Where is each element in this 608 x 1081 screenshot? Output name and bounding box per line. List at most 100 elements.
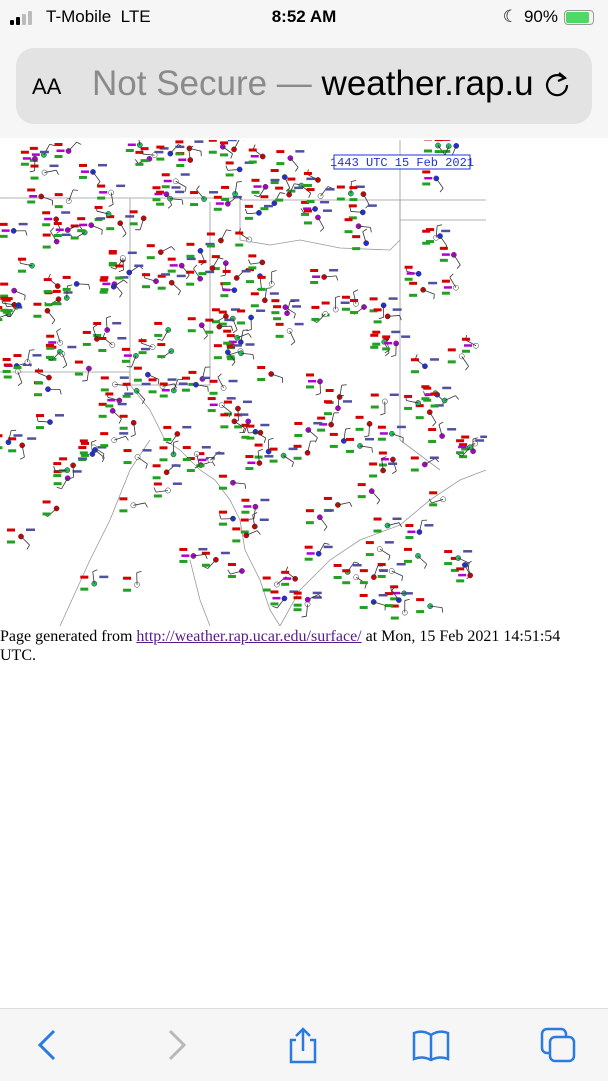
dewpoint-mark [158, 287, 166, 290]
source-link[interactable]: http://weather.rap.ucar.edu/surface/ [136, 628, 361, 645]
temperature-mark [43, 234, 51, 237]
temperature-mark [77, 217, 85, 220]
dewpoint-mark [263, 589, 271, 592]
pressure-mark [19, 223, 28, 226]
temperature-mark [456, 567, 464, 570]
temperature-mark [183, 446, 191, 449]
temperature-mark [123, 577, 131, 580]
dewpoint-mark [142, 285, 150, 288]
temperature-mark [241, 499, 249, 502]
pressure-mark [26, 529, 35, 532]
temperature-mark [100, 276, 108, 279]
pressure-mark [475, 439, 484, 442]
pressure-mark [256, 309, 265, 312]
dewpoint-mark [46, 347, 54, 350]
weather-mark [247, 462, 255, 465]
forward-icon[interactable] [156, 1025, 196, 1065]
pressure-mark [379, 569, 388, 572]
weather-mark [254, 185, 262, 188]
share-icon[interactable] [283, 1025, 323, 1065]
pressure-mark [128, 252, 137, 255]
dewpoint-mark [442, 292, 450, 295]
temperature-mark [53, 290, 61, 293]
address-bar[interactable]: AA Not Secure — weather.rap.u [16, 48, 592, 124]
temperature-mark [306, 373, 314, 376]
temperature-mark [207, 232, 215, 235]
dewpoint-mark [372, 343, 380, 346]
temperature-mark [235, 232, 243, 235]
temperature-mark [334, 564, 342, 567]
temperature-mark [115, 264, 123, 267]
temperature-mark [294, 422, 302, 425]
tabs-icon[interactable] [538, 1025, 578, 1065]
temperature-mark [306, 509, 314, 512]
dewpoint-mark [301, 213, 309, 216]
pressure-mark [329, 269, 338, 272]
dewpoint-mark [342, 581, 350, 584]
dewpoint-mark [260, 207, 268, 210]
dewpoint-mark [126, 149, 134, 152]
dewpoint-mark [105, 404, 113, 407]
temperature-mark [55, 143, 63, 146]
temperature-mark [258, 276, 266, 279]
temperature-mark [160, 383, 168, 386]
text-size-button[interactable]: AA [32, 74, 61, 100]
temperature-mark [160, 446, 168, 449]
temperature-mark [378, 426, 386, 429]
dewpoint-mark [405, 278, 413, 281]
weather-mark [283, 577, 291, 580]
station-plots [0, 140, 487, 620]
temperature-mark [105, 392, 113, 395]
temperature-mark [209, 140, 217, 142]
dewpoint-mark [100, 288, 108, 291]
temperature-mark [188, 317, 196, 320]
dewpoint-mark [360, 581, 368, 584]
temperature-mark [352, 235, 360, 238]
pressure-mark [270, 292, 279, 295]
dewpoint-mark [97, 197, 105, 200]
pressure-mark [179, 383, 188, 386]
url-field[interactable]: Not Secure — weather.rap.u [92, 64, 538, 104]
temperature-mark [374, 518, 382, 521]
pressure-mark [295, 150, 304, 153]
dewpoint-mark [8, 449, 16, 452]
temperature-mark [271, 169, 279, 172]
wind-barb [319, 543, 325, 554]
dewpoint-mark [214, 356, 222, 359]
temperature-mark [423, 387, 431, 390]
temperature-mark [123, 383, 131, 386]
pressure-mark [390, 394, 399, 397]
pressure-mark [313, 592, 322, 595]
temperature-mark [304, 209, 312, 212]
browser-chrome: AA Not Secure — weather.rap.u [0, 36, 608, 138]
dewpoint-mark [162, 185, 170, 188]
dewpoint-mark [378, 575, 386, 578]
back-icon[interactable] [28, 1025, 68, 1065]
dewpoint-mark [35, 382, 43, 385]
wind-barb [172, 283, 181, 291]
pressure-mark [202, 446, 211, 449]
wind-barb [77, 284, 89, 285]
temperature-mark [428, 428, 436, 431]
bookmarks-icon[interactable] [411, 1025, 451, 1065]
dewpoint-mark [208, 409, 216, 412]
wind-barb [47, 311, 54, 320]
temperature-mark [190, 191, 198, 194]
dewpoint-mark [98, 349, 106, 352]
dewpoint-mark [182, 389, 190, 392]
weather-mark [307, 552, 315, 555]
temperature-mark [212, 308, 220, 311]
dewpoint-mark [245, 467, 253, 470]
map-title: 1443 UTC 15 Feb 2021 [330, 156, 474, 170]
temperature-mark [304, 172, 312, 175]
dewpoint-mark [358, 495, 366, 498]
dewpoint-mark [54, 234, 62, 237]
dewpoint-mark [371, 406, 379, 409]
temperature-mark [0, 306, 2, 309]
temperature-mark [311, 306, 319, 309]
temperature-mark [35, 370, 43, 373]
pressure-mark [64, 291, 73, 294]
dewpoint-mark [27, 200, 35, 203]
dewpoint-mark [120, 427, 128, 430]
reload-icon[interactable] [540, 68, 574, 102]
